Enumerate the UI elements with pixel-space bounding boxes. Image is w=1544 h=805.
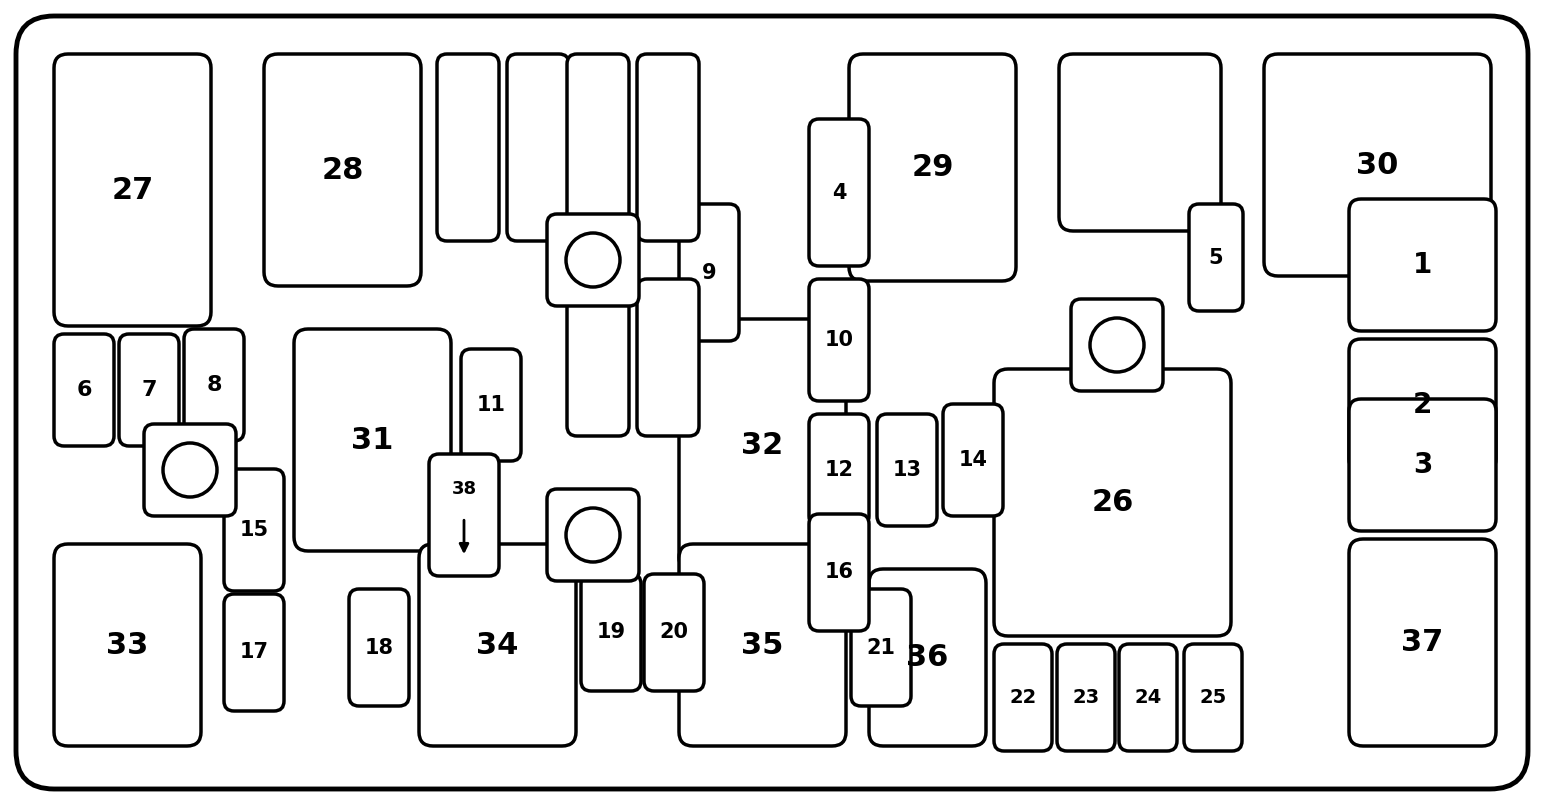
Text: 2: 2 [1413, 391, 1433, 419]
FancyBboxPatch shape [1189, 204, 1243, 311]
FancyBboxPatch shape [1058, 644, 1115, 751]
Text: 23: 23 [1073, 688, 1099, 707]
FancyBboxPatch shape [877, 414, 937, 526]
FancyBboxPatch shape [567, 279, 628, 436]
FancyBboxPatch shape [184, 329, 244, 441]
Text: 24: 24 [1135, 688, 1161, 707]
FancyBboxPatch shape [462, 349, 520, 461]
FancyBboxPatch shape [851, 589, 911, 706]
FancyBboxPatch shape [264, 54, 422, 286]
Text: 6: 6 [76, 380, 91, 400]
FancyBboxPatch shape [638, 54, 699, 241]
Text: 18: 18 [364, 638, 394, 658]
FancyBboxPatch shape [809, 514, 869, 631]
FancyBboxPatch shape [54, 54, 212, 326]
FancyBboxPatch shape [418, 544, 576, 746]
Circle shape [567, 508, 621, 562]
Text: 22: 22 [1010, 688, 1036, 707]
FancyBboxPatch shape [54, 544, 201, 746]
Text: 25: 25 [1200, 688, 1226, 707]
Circle shape [1090, 318, 1144, 372]
FancyBboxPatch shape [1119, 644, 1177, 751]
FancyBboxPatch shape [1349, 339, 1496, 471]
Text: 7: 7 [141, 380, 157, 400]
Text: 5: 5 [1209, 247, 1223, 267]
FancyBboxPatch shape [119, 334, 179, 446]
FancyBboxPatch shape [506, 54, 570, 241]
Text: 35: 35 [741, 630, 784, 659]
FancyBboxPatch shape [547, 214, 639, 306]
FancyBboxPatch shape [1349, 199, 1496, 331]
Text: 12: 12 [824, 460, 854, 480]
Text: 4: 4 [832, 183, 846, 203]
FancyBboxPatch shape [293, 329, 451, 551]
Text: 28: 28 [321, 155, 364, 184]
FancyBboxPatch shape [679, 204, 740, 341]
FancyBboxPatch shape [994, 369, 1231, 636]
Text: 15: 15 [239, 520, 269, 540]
Text: 20: 20 [659, 622, 689, 642]
FancyBboxPatch shape [15, 16, 1529, 789]
Text: 17: 17 [239, 642, 269, 663]
Text: 8: 8 [207, 375, 222, 395]
Text: 36: 36 [906, 643, 948, 672]
FancyBboxPatch shape [1072, 299, 1163, 391]
FancyBboxPatch shape [224, 594, 284, 711]
Text: 21: 21 [866, 638, 896, 658]
FancyBboxPatch shape [437, 54, 499, 241]
FancyBboxPatch shape [679, 319, 846, 571]
Text: 3: 3 [1413, 451, 1433, 479]
Text: 34: 34 [476, 630, 519, 659]
Circle shape [164, 443, 218, 497]
Text: 13: 13 [892, 460, 922, 480]
Text: 33: 33 [107, 630, 148, 659]
Text: 19: 19 [596, 622, 625, 642]
Text: 38: 38 [451, 480, 477, 497]
Text: 29: 29 [911, 153, 954, 182]
FancyBboxPatch shape [943, 404, 1004, 516]
FancyBboxPatch shape [638, 279, 699, 436]
FancyBboxPatch shape [144, 424, 236, 516]
Text: 16: 16 [824, 563, 854, 583]
FancyBboxPatch shape [224, 469, 284, 591]
FancyBboxPatch shape [349, 589, 409, 706]
FancyBboxPatch shape [809, 279, 869, 401]
Text: 9: 9 [701, 262, 716, 283]
Circle shape [567, 233, 621, 287]
FancyBboxPatch shape [54, 334, 114, 446]
FancyBboxPatch shape [581, 574, 641, 691]
FancyBboxPatch shape [679, 544, 846, 746]
FancyBboxPatch shape [849, 54, 1016, 281]
FancyBboxPatch shape [994, 644, 1051, 751]
Text: 30: 30 [1356, 151, 1399, 180]
Text: 26: 26 [1092, 488, 1133, 517]
Text: 10: 10 [824, 330, 854, 350]
FancyBboxPatch shape [1349, 539, 1496, 746]
FancyBboxPatch shape [429, 454, 499, 576]
Text: 27: 27 [111, 175, 153, 204]
Text: 1: 1 [1413, 251, 1433, 279]
Text: 14: 14 [959, 450, 988, 470]
Text: 31: 31 [352, 426, 394, 455]
FancyBboxPatch shape [1184, 644, 1241, 751]
FancyBboxPatch shape [869, 569, 987, 746]
FancyBboxPatch shape [809, 414, 869, 526]
Text: 11: 11 [477, 395, 505, 415]
FancyBboxPatch shape [1059, 54, 1221, 231]
FancyBboxPatch shape [1265, 54, 1492, 276]
Text: 32: 32 [741, 431, 784, 460]
FancyBboxPatch shape [567, 54, 628, 241]
FancyBboxPatch shape [644, 574, 704, 691]
FancyBboxPatch shape [1349, 399, 1496, 531]
FancyBboxPatch shape [809, 119, 869, 266]
FancyBboxPatch shape [547, 489, 639, 581]
Text: 37: 37 [1402, 628, 1444, 657]
